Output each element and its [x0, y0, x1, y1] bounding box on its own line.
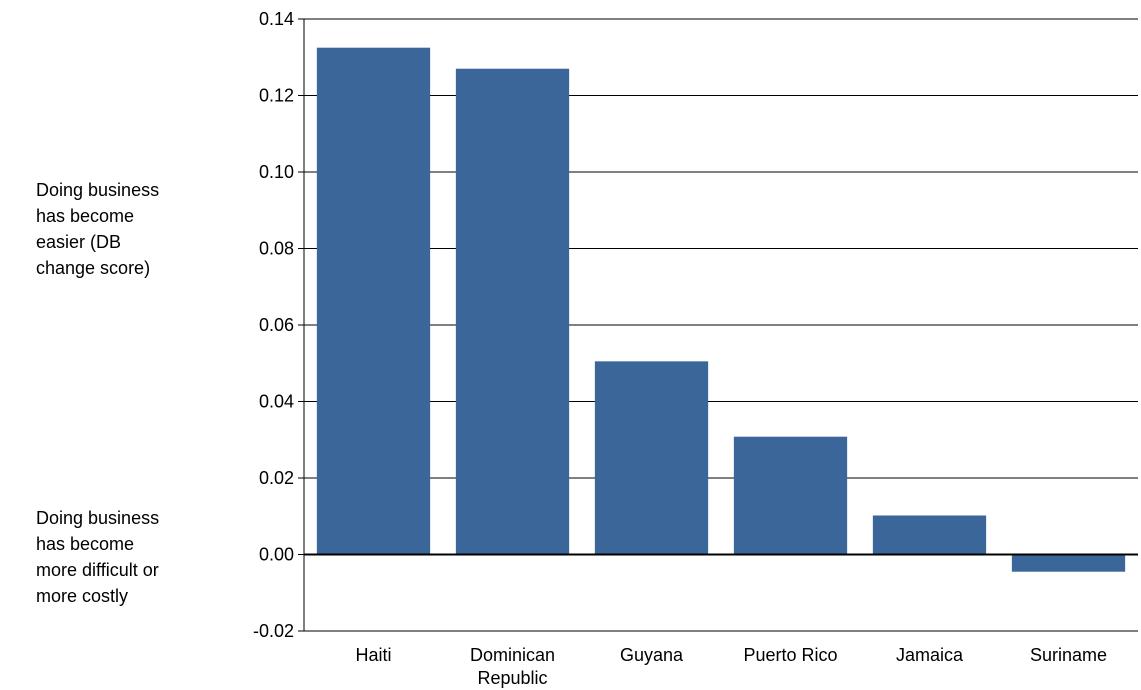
axes [298, 18, 1138, 632]
y-tick-label: 0.04 [259, 392, 294, 412]
bar [1011, 554, 1126, 572]
y-tick-label: -0.02 [253, 621, 294, 641]
x-tick-label: Jamaica [896, 645, 964, 665]
y-tick-label: 0.02 [259, 468, 294, 488]
y-tick-label: 0.12 [259, 86, 294, 106]
y-tick-label: 0.14 [259, 9, 294, 29]
y-tick-label: 0.08 [259, 239, 294, 259]
bar [316, 47, 431, 555]
y-tick-label: 0.10 [259, 162, 294, 182]
bar [455, 68, 570, 555]
y-tick-label: 0.00 [259, 545, 294, 565]
annotation-more-difficult: Doing business has become more difficult… [36, 508, 160, 606]
x-tick-label: Guyana [620, 645, 684, 665]
y-tick-label: 0.06 [259, 315, 294, 335]
x-tick-label: Haiti [355, 645, 391, 665]
bar [594, 361, 709, 555]
tick-labels: 0.14 0.12 0.10 0.08 0.06 0.04 0.02 0.00 -0.02 Hai… [253, 9, 1107, 688]
x-tick-label: Dominican Republic [470, 645, 555, 688]
annotation-easier: Doing business has become easier (DB cha… [36, 180, 160, 278]
x-tick-label: Suriname [1030, 645, 1107, 665]
bar [872, 515, 987, 555]
bar [733, 436, 848, 555]
bars [316, 47, 1126, 572]
x-tick-label: Puerto Rico [743, 645, 837, 665]
gridlines [304, 18, 1138, 632]
